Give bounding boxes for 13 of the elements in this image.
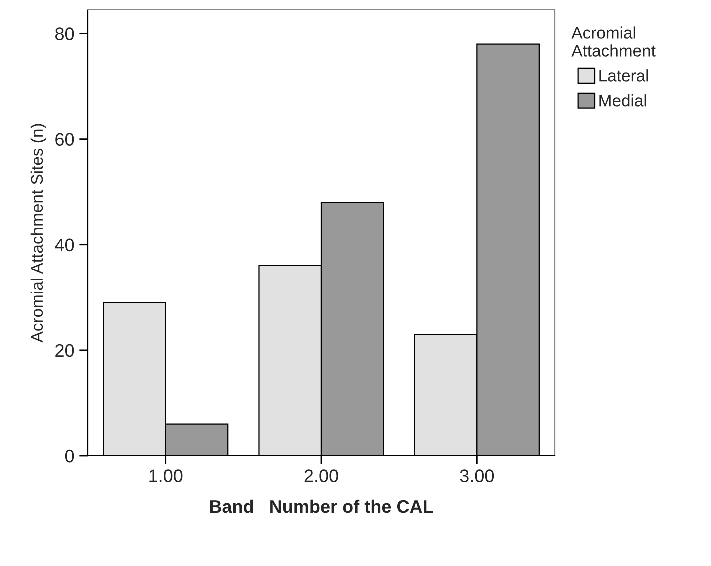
y-axis-title: Acromial Attachment Sites (n) [30,124,46,343]
x-tick-label: 3.00 [460,470,494,482]
legend-label: Medial [600,94,646,107]
y-tick-label: 40 [55,238,74,252]
x-tick-label: 2.00 [304,470,338,482]
y-tick-label: 60 [56,133,74,146]
legend-title: Acromial Attachment [572,26,656,57]
x-tick-label: 1.00 [150,470,183,482]
y-tick-label: 0 [65,450,74,463]
x-axis-title: Band Number of the CAL [210,500,434,514]
y-tick-label: 80 [56,28,74,40]
y-tick-label: 20 [56,344,74,358]
legend-label: Lateral [600,70,648,82]
